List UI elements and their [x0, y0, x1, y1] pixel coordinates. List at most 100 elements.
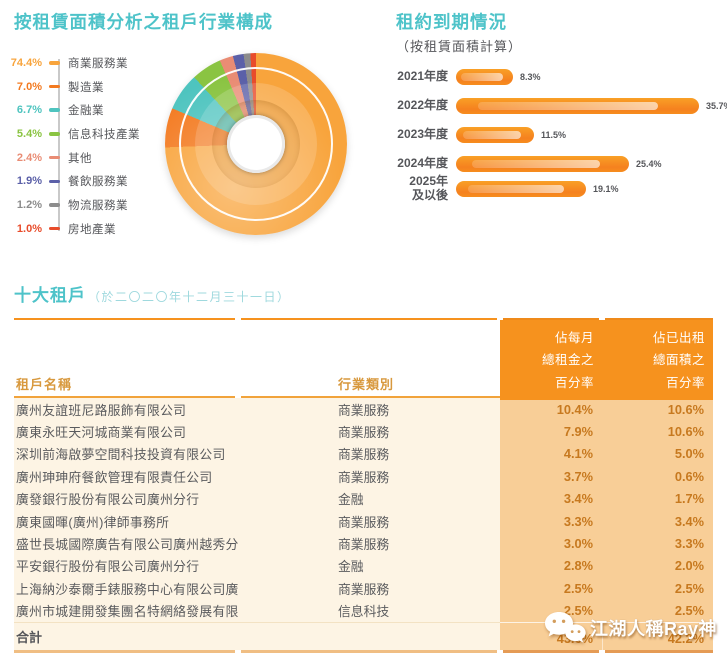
cell-category: 商業服務	[238, 509, 500, 533]
cell-category: 金融	[238, 487, 500, 510]
legend-item: 2.4% 其他	[4, 146, 164, 170]
legend-percent: 2.4%	[16, 151, 42, 164]
cell-category: 商業服務	[238, 577, 500, 600]
legend-percent: 7.0%	[16, 80, 42, 93]
cell-name: 深圳前海啟夢空間科技投資有限公司	[14, 442, 238, 466]
cell-rent-pct: 3.4%	[500, 487, 602, 510]
legend-label: 餐飲服務業	[68, 176, 128, 189]
watermark: 江湖人稱Ray神	[543, 611, 717, 645]
legend-marker-icon	[49, 179, 60, 184]
table-row: 上海納沙泰爾手錶服務中心有限公司廣州分公司 商業服務 2.5% 2.5%	[14, 577, 713, 600]
bar-row: 2022年度 35.7%	[394, 98, 727, 114]
watermark-text: 江湖人稱Ray神	[589, 619, 717, 639]
table-row: 深圳前海啟夢空間科技投資有限公司 商業服務 4.1% 5.0%	[14, 442, 713, 466]
cell-rent-pct: 3.3%	[500, 509, 602, 533]
bar-value: 8.3%	[520, 72, 541, 82]
bar-label-line: 2021年度	[397, 69, 448, 84]
bar-label: 2023年度	[394, 127, 448, 142]
header-name: 租戶名稱	[16, 376, 73, 392]
table-row: 平安銀行股份有限公司廣州分行 金融 2.8% 2.0%	[14, 554, 713, 578]
legend-marker-icon	[49, 203, 60, 207]
cell-rent-pct: 2.5%	[500, 599, 602, 622]
cell-rent-pct: 2.5%	[500, 577, 602, 600]
cell-area-pct: 2.5%	[602, 599, 713, 622]
table-bottom-border	[14, 649, 713, 653]
legend-label: 房地產業	[68, 223, 116, 236]
legend-item: 5.4% 信息科技產業	[4, 122, 164, 146]
cell-area-pct: 2.5%	[602, 577, 713, 600]
bar-label: 2021年度	[394, 69, 448, 84]
legend-percent: 1.0%	[16, 222, 42, 235]
legend-marker-icon	[49, 108, 60, 112]
legend-percent: 6.7%	[16, 104, 42, 117]
cell-area-pct: 0.6%	[602, 465, 713, 488]
table-row: 廣州市城建開發集團名特網絡發展有限公司 信息科技 2.5% 2.5%	[14, 599, 713, 622]
bar-row: 2025年 及以後 19.1%	[394, 174, 720, 201]
industry-legend: 74.4% 商業服務業 7.0% 製造業 6.7% 金融業 5.4% 信息科技產業 2.4% 其他…	[4, 51, 164, 241]
cell-name: 廣州友誼班尼路服飾有限公司	[14, 398, 238, 421]
legend-marker-icon	[49, 132, 60, 136]
legend-label: 金融業	[68, 105, 104, 118]
cell-rent-pct: 4.1%	[500, 442, 602, 466]
bar-pill	[456, 127, 534, 143]
bar-row: 2023年度 11.5%	[394, 127, 720, 143]
legend-label: 信息科技產業	[68, 128, 140, 141]
table-row: 廣州珅珅府餐飲管理有限責任公司 商業服務 3.7% 0.6%	[14, 465, 713, 488]
cell-rent-pct: 3.7%	[500, 465, 602, 488]
header-underline	[14, 396, 500, 398]
cell-name: 上海納沙泰爾手錶服務中心有限公司廣州分公司	[14, 577, 291, 600]
header-area-pct: 佔已出租 總面積之 百分率	[602, 320, 713, 400]
legend-marker-icon	[49, 226, 60, 231]
expiry-chart-title: 租約到期情況	[396, 12, 507, 32]
bar-label-line: 2025年	[409, 174, 448, 189]
expiry-chart-subtitle: （按租賃面積計算）	[396, 39, 523, 54]
legend-item: 74.4% 商業服務業	[4, 51, 164, 75]
industry-chart-title: 按租賃面積分析之租戶行業構成	[14, 12, 273, 32]
expiry-bars: 2021年度 8.3% 2022年度 35.7% 2023年度 11.5% 2024年度 25…	[394, 69, 727, 202]
cell-name: 廣州市城建開發集團名特網絡發展有限公司	[14, 599, 265, 622]
cell-area-pct: 1.7%	[602, 487, 713, 510]
cell-area-pct: 10.6%	[602, 420, 713, 443]
cell-name: 平安銀行股份有限公司廣州分行	[14, 554, 238, 578]
bar-label: 2025年 及以後	[394, 174, 448, 203]
cell-name: 廣州珅珅府餐飲管理有限責任公司	[14, 465, 238, 488]
cell-area-pct: 3.3%	[602, 532, 713, 555]
cell-category: 信息科技	[238, 599, 500, 622]
cell-rent-pct: 7.9%	[500, 420, 602, 443]
cell-name: 廣發銀行股份有限公司廣州分行	[14, 487, 238, 510]
bar-label-line: 2024年度	[397, 156, 448, 171]
bar-row: 2024年度 25.4%	[394, 156, 720, 172]
table-row: 廣發銀行股份有限公司廣州分行 金融 3.4% 1.7%	[14, 487, 713, 510]
bar-pill	[456, 98, 699, 114]
legend-marker-icon	[49, 84, 60, 89]
cell-rent-pct: 3.0%	[500, 532, 602, 555]
legend-label: 商業服務業	[68, 57, 128, 70]
bar-pill	[456, 181, 586, 197]
donut-center-hole	[227, 115, 285, 173]
total-label: 合計	[14, 621, 500, 650]
table-row: 廣東永旺天河城商業有限公司 商業服務 7.9% 10.6%	[14, 420, 713, 443]
cell-name: 盛世長城國際廣告有限公司廣州越秀分公司	[14, 532, 265, 555]
legend-percent: 1.9%	[16, 175, 42, 188]
tenants-title-main: 十大租戶	[14, 286, 86, 305]
legend-label: 製造業	[68, 81, 104, 94]
table-header: 租戶名稱 行業類別 佔每月 總租金之 百分率 佔已出租 總面積之 百分率	[14, 320, 713, 400]
cell-area-pct: 3.4%	[602, 509, 713, 533]
bar-value: 25.4%	[636, 159, 662, 169]
table-body: 廣州友誼班尼路服飾有限公司 商業服務 10.4% 10.6% 廣東永旺天河城商業有限公司…	[14, 398, 713, 622]
cell-category: 金融	[238, 554, 500, 578]
header-rent-pct: 佔每月 總租金之 百分率	[500, 320, 602, 400]
wechat-icon	[544, 612, 586, 643]
cell-category: 商業服務	[238, 465, 500, 488]
legend-item: 7.0% 製造業	[4, 75, 164, 99]
legend-percent: 1.2%	[16, 198, 42, 211]
legend-item: 1.9% 餐飲服務業	[4, 169, 164, 193]
bar-pill	[456, 156, 629, 172]
bar-value: 19.1%	[593, 184, 619, 194]
bar-label-line: 及以後	[411, 188, 448, 202]
legend-percent: 5.4%	[16, 127, 42, 140]
header-category: 行業類別	[338, 376, 395, 392]
cell-area-pct: 5.0%	[602, 442, 713, 466]
table-top-border	[14, 318, 713, 320]
